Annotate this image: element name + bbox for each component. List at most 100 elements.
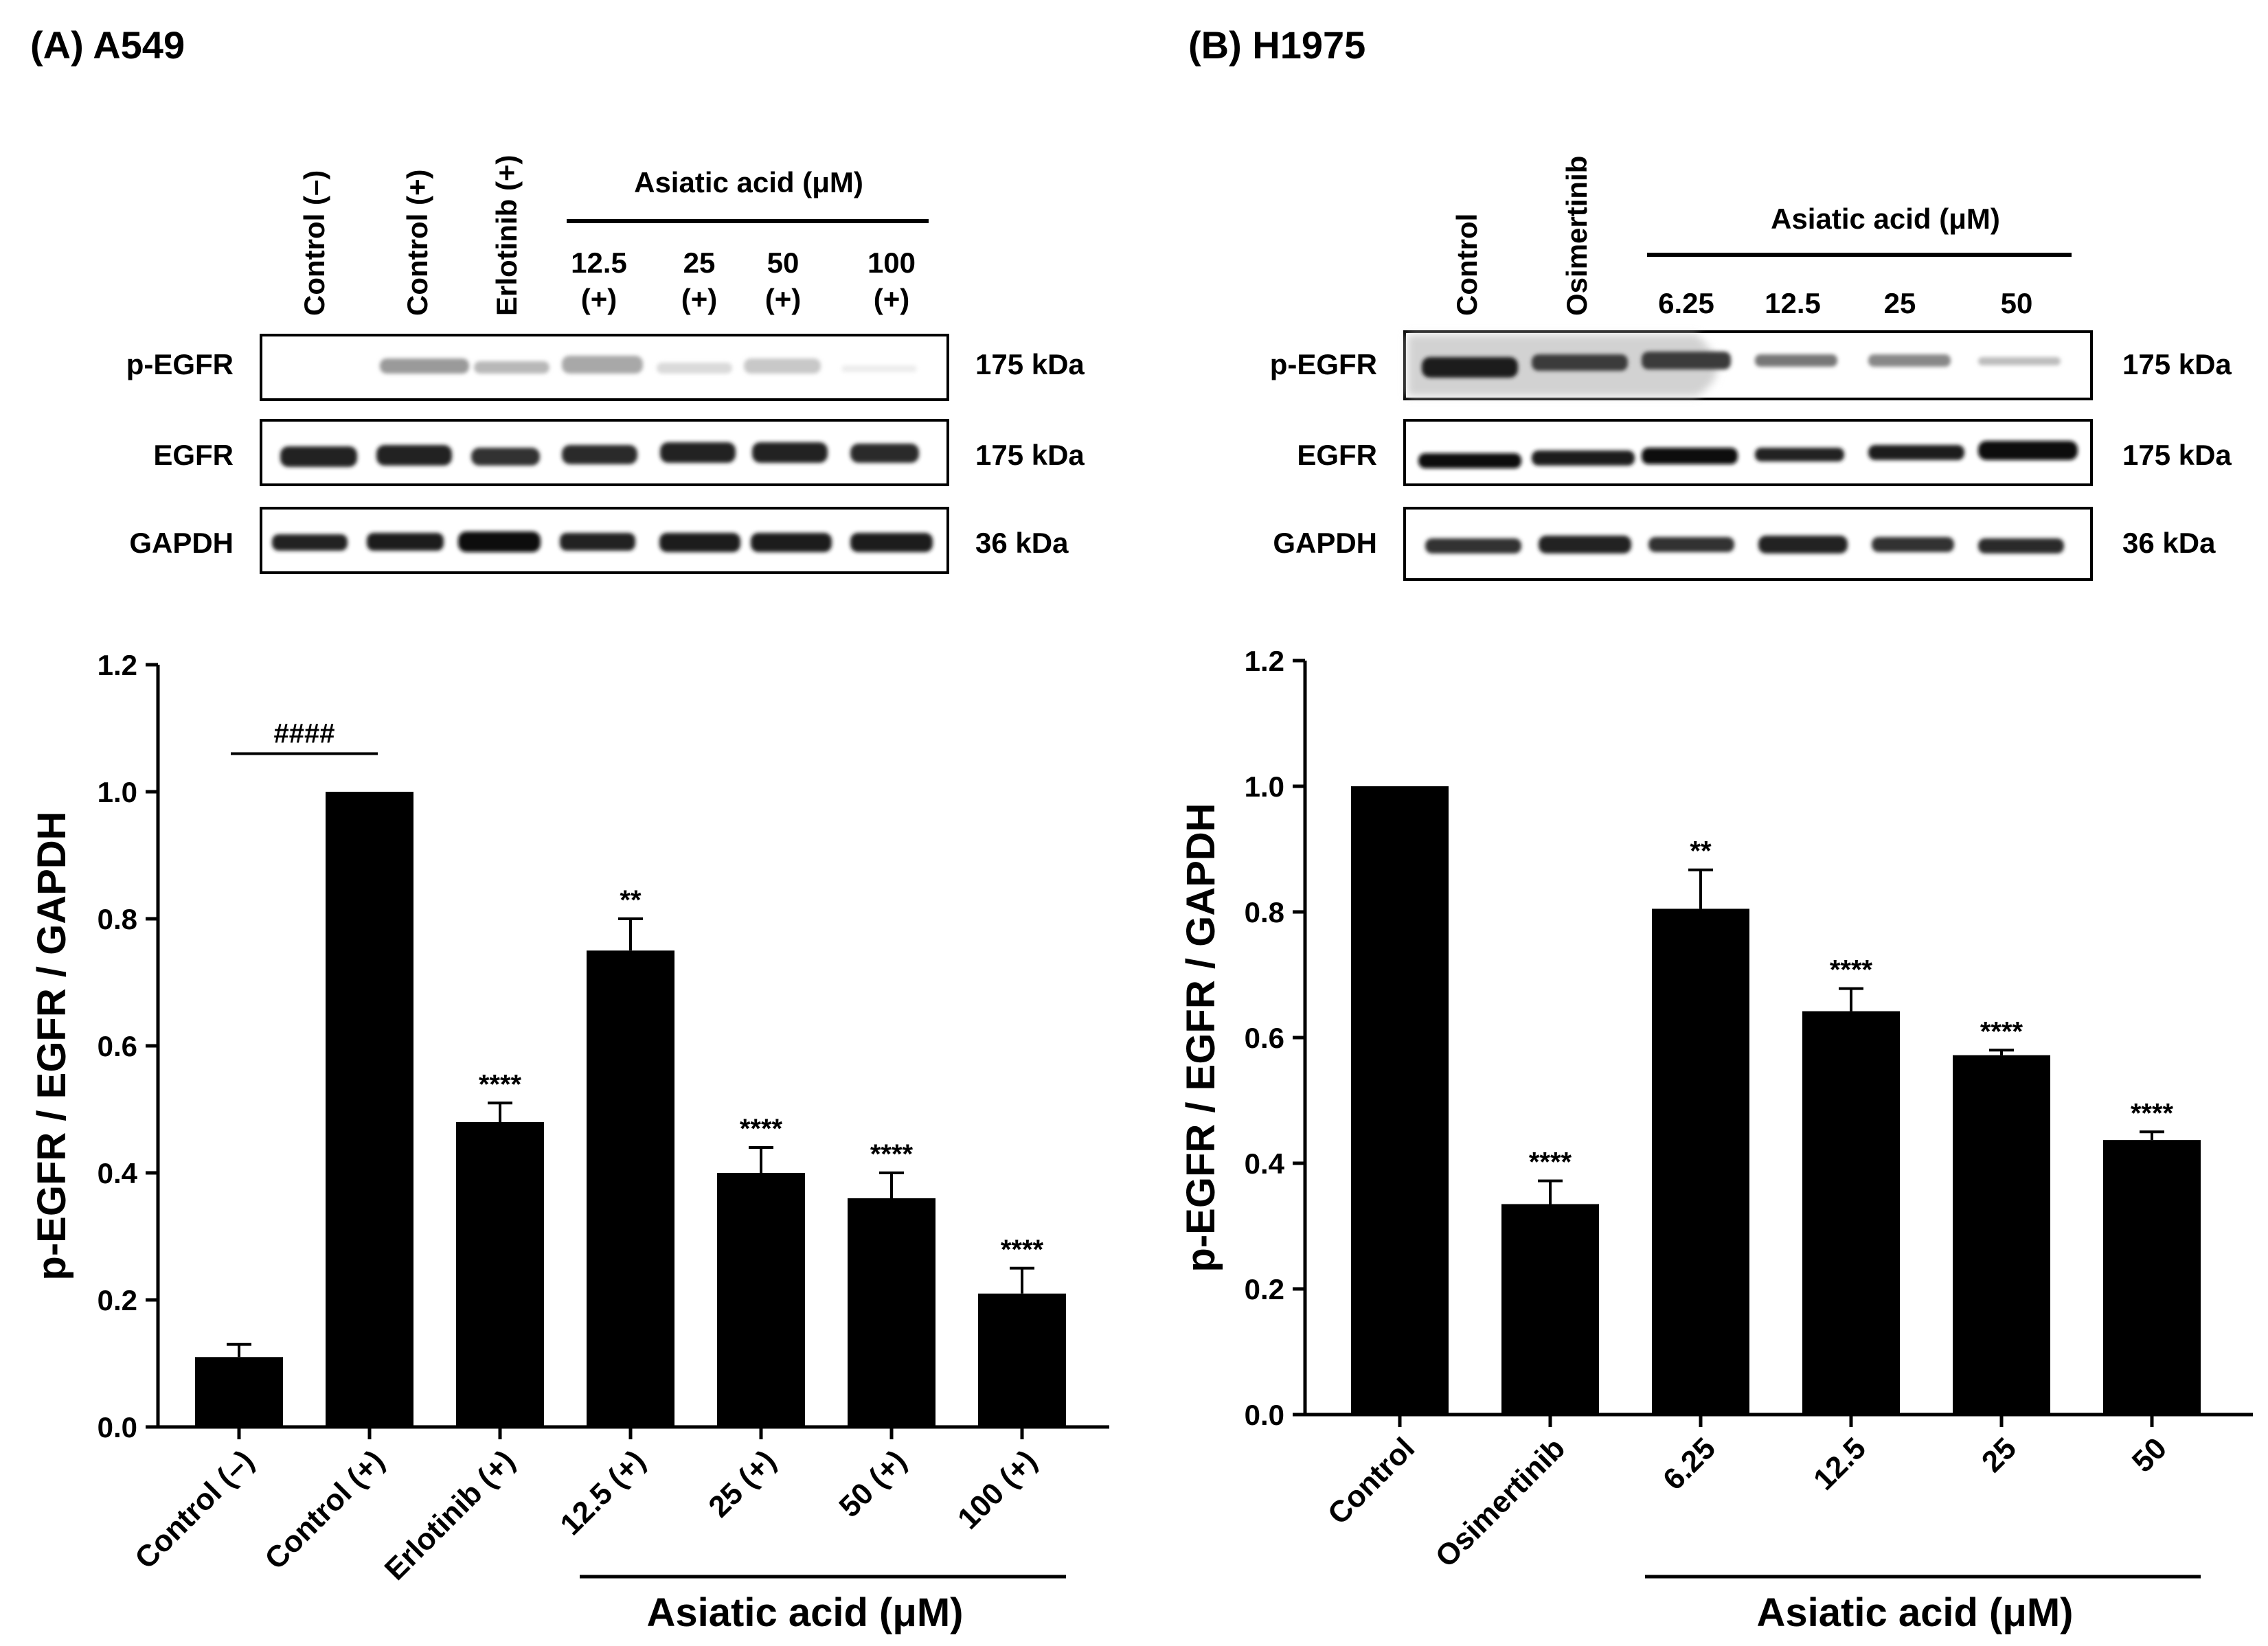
x-tick-label: Control (–) <box>128 1443 260 1575</box>
blot-a-row-name: GAPDH <box>129 527 234 559</box>
y-tick-label: 0.6 <box>1245 1022 1284 1054</box>
blot-a-lane-label: Erlotinib (+) <box>490 155 523 317</box>
x-tick-label: Osimertinib <box>1429 1431 1572 1574</box>
blot-b-row-name: GAPDH <box>1273 527 1377 559</box>
blot-b-lane-label: Osimertinib <box>1561 156 1593 316</box>
y-tick-label: 0.4 <box>98 1157 138 1189</box>
bar <box>2103 1140 2201 1415</box>
bar <box>848 1198 935 1427</box>
blot-b-bands-p-egfr <box>1407 334 2061 396</box>
blot-a-dose-label: 50 <box>767 247 800 279</box>
blot-b-dose-label: 6.25 <box>1658 287 1714 319</box>
blot-a-dose-suffix: (+) <box>874 283 910 315</box>
x-tick-label: Control <box>1322 1431 1421 1531</box>
y-tick-label: 0.6 <box>98 1030 137 1062</box>
y-tick-label: 0.2 <box>1245 1273 1284 1305</box>
bar <box>1802 1011 1900 1415</box>
x-tick-label: 12.5 (+) <box>554 1443 652 1542</box>
significance-label: **** <box>1529 1147 1572 1178</box>
bar <box>978 1293 1066 1427</box>
blot-b-dose-label: 50 <box>2001 287 2033 319</box>
x-axis-title: Asiatic acid (μM) <box>1757 1590 2074 1635</box>
significance-label: **** <box>1830 955 1873 985</box>
blot-a-lane-label: Control (–) <box>298 170 330 316</box>
significance-label: **** <box>1001 1235 1044 1265</box>
x-tick-label: 100 (+) <box>951 1443 1043 1535</box>
y-tick-label: 0.8 <box>98 903 137 935</box>
blot-a-row-name: EGFR <box>153 439 234 471</box>
x-tick-label: 25 <box>1975 1431 2023 1478</box>
blot-b-dose-label: 12.5 <box>1765 287 1821 319</box>
x-tick-label: Control (+) <box>258 1443 391 1576</box>
x-tick-label: 6.25 <box>1657 1431 1722 1496</box>
blot-a-bands-egfr <box>280 442 919 467</box>
blot-a-dose-suffix: (+) <box>765 283 802 315</box>
blot-a-row-size: 175 kDa <box>975 348 1085 380</box>
bar <box>587 950 674 1427</box>
blot-b-row-size: 175 kDa <box>2122 348 2232 380</box>
blot-a-bands-p-egfr <box>380 356 917 374</box>
western-blot-a: Control (–) Control (+) Erlotinib (+) As… <box>126 155 1085 574</box>
significance-label: **** <box>1980 1016 2023 1047</box>
blot-b-lane-label: Control <box>1451 214 1483 316</box>
blot-a-bands-gapdh <box>272 531 933 552</box>
y-axis-title: p-EGFR / EGFR / GAPDH <box>1179 803 1223 1272</box>
x-axis-title: Asiatic acid (μM) <box>647 1590 964 1635</box>
bar <box>1953 1055 2050 1415</box>
bar <box>1652 908 1749 1415</box>
bar <box>1351 786 1449 1415</box>
blot-a-lane-label: Control (+) <box>401 170 433 316</box>
significance-label: ** <box>620 885 642 915</box>
y-tick-label: 0.0 <box>1245 1399 1284 1431</box>
bar <box>195 1357 283 1427</box>
blot-a-dose-suffix: (+) <box>581 283 617 315</box>
blot-b-row-size: 36 kDa <box>2122 527 2216 559</box>
bracket-label: #### <box>274 719 335 749</box>
y-tick-label: 1.2 <box>98 649 137 681</box>
significance-label: **** <box>740 1114 783 1144</box>
bar <box>717 1173 805 1427</box>
blot-a-row-name: p-EGFR <box>126 348 234 380</box>
blot-a-asiatic-header: Asiatic acid (μM) <box>634 166 863 198</box>
blot-b-row-size: 175 kDa <box>2122 439 2232 471</box>
panel-b-title: (B) H1975 <box>1188 23 1365 67</box>
y-tick-label: 0.2 <box>98 1284 137 1316</box>
significance-label: ** <box>1690 836 1712 867</box>
y-tick-label: 0.0 <box>98 1411 137 1443</box>
bar <box>1501 1204 1599 1415</box>
blot-a-row-size: 175 kDa <box>975 439 1085 471</box>
blot-a-dose-label: 12.5 <box>571 247 627 279</box>
blot-a-dose-label: 25 <box>683 247 716 279</box>
bar <box>326 792 413 1427</box>
significance-label: **** <box>2131 1098 2174 1128</box>
x-tick-label: 12.5 <box>1807 1431 1872 1496</box>
western-blot-b: Control Osimertinib Asiatic acid (μM) 6.… <box>1270 156 2232 581</box>
y-tick-label: 0.4 <box>1245 1147 1285 1180</box>
blot-a-dose-label: 100 <box>867 247 916 279</box>
x-tick-label: 25 (+) <box>702 1443 782 1524</box>
x-tick-label: 50 (+) <box>832 1443 913 1524</box>
y-tick-label: 1.0 <box>98 776 137 808</box>
chart-b: 0.0 0.2 0.4 0.6 0.8 1.0 1.2 p-EGFR / EGFR / GAP… <box>1179 645 2253 1635</box>
blot-a-row-size: 36 kDa <box>975 527 1069 559</box>
panel-a-title: (A) A549 <box>30 23 185 67</box>
y-axis-title: p-EGFR / EGFR / GAPDH <box>30 811 74 1280</box>
chart-a: 0.0 0.2 0.4 0.6 0.8 1.0 1.2 p-EGFR / EGFR / GAP… <box>30 649 1109 1635</box>
blot-b-bands-gapdh <box>1425 536 2064 553</box>
significance-label: **** <box>870 1139 914 1169</box>
significance-label: **** <box>479 1069 522 1099</box>
blot-b-dose-label: 25 <box>1884 287 1916 319</box>
blot-b-asiatic-header: Asiatic acid (μM) <box>1771 203 2000 235</box>
blot-b-bands-egfr <box>1418 441 2078 468</box>
y-tick-label: 0.8 <box>1245 896 1284 928</box>
y-tick-label: 1.0 <box>1245 770 1284 803</box>
x-tick-label: 50 <box>2126 1431 2173 1478</box>
blot-b-box-egfr <box>1403 419 2093 486</box>
y-tick-label: 1.2 <box>1245 645 1284 677</box>
blot-b-row-name: p-EGFR <box>1270 348 1377 380</box>
blot-b-row-name: EGFR <box>1297 439 1377 471</box>
blot-a-dose-suffix: (+) <box>681 283 718 315</box>
bar <box>456 1122 544 1427</box>
x-tick-label: Erlotinib (+) <box>378 1443 521 1586</box>
